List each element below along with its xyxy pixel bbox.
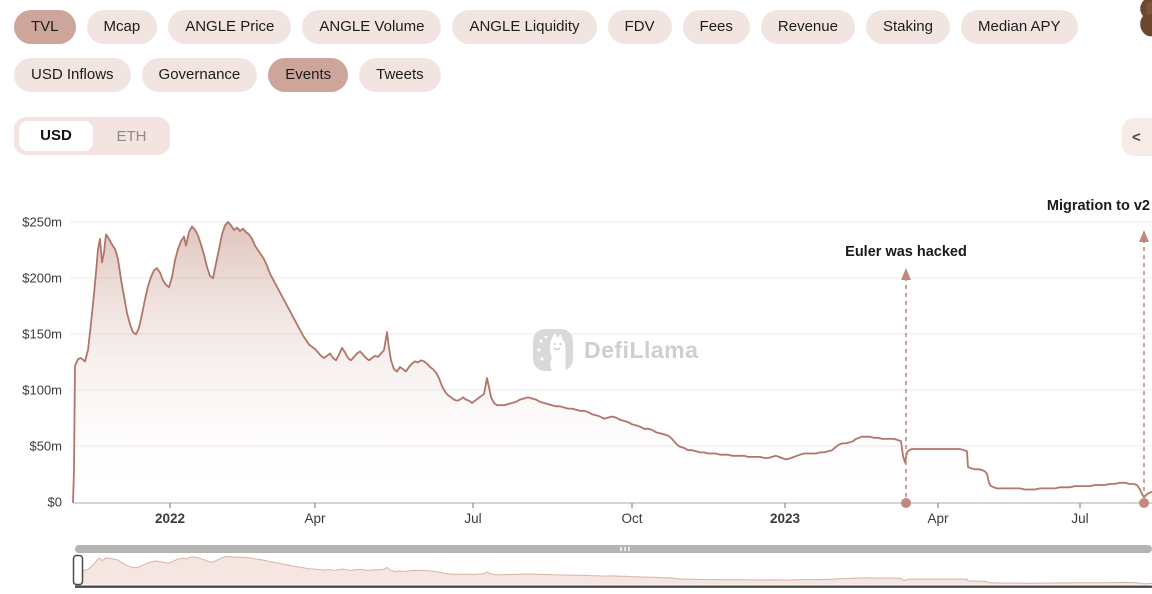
tab-governance[interactable]: Governance bbox=[141, 58, 258, 92]
x-tick-label: Jul bbox=[1071, 511, 1088, 526]
tab-fees[interactable]: Fees bbox=[682, 10, 750, 44]
event-marker-dot[interactable] bbox=[901, 498, 911, 508]
tab-revenue[interactable]: Revenue bbox=[760, 10, 855, 44]
tab-angle-price[interactable]: ANGLE Price bbox=[168, 10, 292, 44]
event-arrow-head bbox=[1139, 230, 1149, 242]
tvl-line bbox=[72, 221, 1152, 504]
currency-option-eth[interactable]: ETH bbox=[116, 127, 147, 145]
annotation-migration-to-v2: Migration to v2 bbox=[1046, 198, 1150, 214]
tab-median-apy[interactable]: Median APY bbox=[960, 10, 1078, 44]
tvl-area-fill bbox=[73, 222, 1152, 503]
tab-events[interactable]: Events bbox=[268, 58, 349, 92]
zoom-scrollbar[interactable] bbox=[75, 545, 1152, 553]
chevron-left-icon: < bbox=[1132, 128, 1141, 146]
tab-usd-inflows[interactable]: USD Inflows bbox=[14, 58, 131, 92]
tab-angle-liquidity[interactable]: ANGLE Liquidity bbox=[452, 10, 597, 44]
tab-mcap[interactable]: Mcap bbox=[86, 10, 158, 44]
currency-toggle: USD ETH bbox=[14, 117, 170, 155]
y-tick-label: $200m bbox=[22, 271, 62, 286]
y-tick-label: $250m bbox=[22, 215, 62, 230]
tab-fdv[interactable]: FDV bbox=[607, 10, 672, 44]
metric-tabs-row2: USD Inflows Governance Events Tweets bbox=[14, 58, 441, 92]
event-marker-dot[interactable] bbox=[1139, 498, 1149, 508]
event-arrow-head bbox=[901, 268, 911, 280]
x-tick-label: Apr bbox=[927, 511, 949, 526]
x-tick-label: 2022 bbox=[155, 511, 185, 526]
y-tick-label: $100m bbox=[22, 383, 62, 398]
currency-option-usd[interactable]: USD bbox=[19, 121, 93, 151]
tab-angle-volume[interactable]: ANGLE Volume bbox=[302, 10, 442, 44]
x-tick-label: Jul bbox=[464, 511, 481, 526]
tab-tvl[interactable]: TVL bbox=[14, 10, 76, 44]
metric-tabs-row1: TVL Mcap ANGLE Price ANGLE Volume ANGLE … bbox=[14, 10, 1078, 44]
brush-left-handle[interactable] bbox=[72, 554, 84, 586]
y-tick-label: $50m bbox=[29, 439, 62, 454]
x-tick-label: Oct bbox=[621, 511, 642, 526]
scrollbar-grip bbox=[628, 546, 630, 552]
scrollbar-grip bbox=[620, 546, 622, 552]
tab-staking[interactable]: Staking bbox=[865, 10, 950, 44]
y-tick-label: $0 bbox=[48, 495, 62, 510]
minimap-line bbox=[72, 555, 1152, 585]
scrollbar-grip bbox=[624, 546, 626, 552]
minimap-bottom-border bbox=[75, 585, 1152, 588]
llama-mascot-image bbox=[1140, 0, 1152, 37]
tab-tweets[interactable]: Tweets bbox=[359, 58, 441, 92]
annotation-euler-was-hacked: Euler was hacked bbox=[845, 244, 967, 260]
x-tick-label: Apr bbox=[304, 511, 326, 526]
collapse-panel-button[interactable]: < bbox=[1122, 118, 1152, 156]
minimap-area bbox=[73, 556, 1152, 585]
y-tick-label: $150m bbox=[22, 327, 62, 342]
x-tick-label: 2023 bbox=[770, 511, 801, 526]
